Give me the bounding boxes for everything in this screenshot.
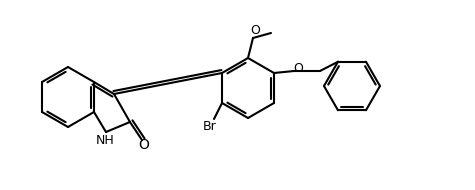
Text: Br: Br: [203, 120, 217, 134]
Text: O: O: [250, 24, 260, 36]
Text: O: O: [293, 62, 303, 74]
Text: O: O: [139, 138, 150, 152]
Text: NH: NH: [95, 135, 114, 147]
